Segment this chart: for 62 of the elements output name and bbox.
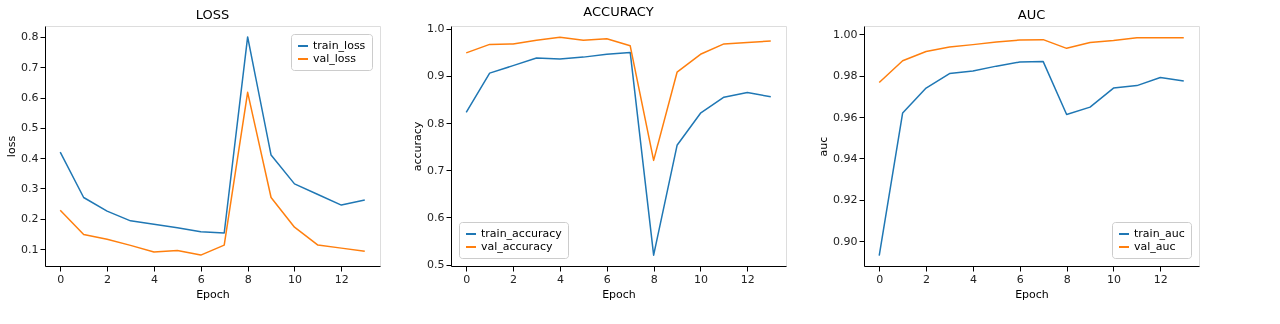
y-tick-label: 0.2 <box>21 212 39 226</box>
y-tick-label: 0.1 <box>21 242 39 256</box>
legend-label: val_auc <box>1134 240 1176 253</box>
x-tick-label: 0 <box>876 272 884 286</box>
x-tick-label: 0 <box>463 272 471 286</box>
x-tick-label: 6 <box>197 272 205 286</box>
legend-label: val_accuracy <box>481 240 553 253</box>
x-tick-label: 10 <box>1106 272 1121 286</box>
y-axis-title: loss <box>5 135 19 158</box>
x-tick-label: 2 <box>923 272 931 286</box>
chart-title: AUC <box>1017 7 1046 22</box>
x-tick-label: 12 <box>1153 272 1168 286</box>
legend-label: train_accuracy <box>481 227 563 240</box>
y-tick-label: 0.90 <box>833 234 858 248</box>
y-tick-label: 0.96 <box>833 110 858 124</box>
legend-label: train_auc <box>1134 227 1185 240</box>
y-tick-label: 0.5 <box>21 121 39 135</box>
legend-label: val_loss <box>313 52 357 65</box>
y-tick-label: 0.7 <box>427 163 445 177</box>
x-tick-label: 8 <box>244 272 252 286</box>
line-series <box>878 37 1185 84</box>
x-tick-label: 6 <box>603 272 611 286</box>
y-axis-title: auc <box>817 136 831 157</box>
x-axis-title: Epoch <box>1015 287 1049 301</box>
y-tick-label: 0.7 <box>21 60 39 74</box>
y-tick-label: 0.8 <box>427 116 445 130</box>
y-tick-label: 0.4 <box>21 151 39 165</box>
y-axis-title: accuracy <box>411 121 425 172</box>
x-tick-label: 0 <box>57 272 65 286</box>
x-axis-title: Epoch <box>196 287 230 301</box>
chart-title: LOSS <box>195 7 230 22</box>
x-tick-label: 2 <box>104 272 112 286</box>
chart-title: ACCURACY <box>583 3 654 19</box>
y-tick-label: 1.0 <box>427 22 445 36</box>
y-tick-label: 0.6 <box>427 210 445 224</box>
x-tick-label: 12 <box>740 272 755 286</box>
x-tick-label: 8 <box>650 272 658 286</box>
y-tick-label: 0.94 <box>833 151 858 165</box>
y-tick-label: 0.98 <box>833 69 858 83</box>
y-tick-label: 0.9 <box>427 69 445 83</box>
x-axis-title: Epoch <box>602 287 636 301</box>
x-tick-label: 12 <box>334 272 349 286</box>
line-series <box>878 60 1185 257</box>
line-series <box>59 91 366 256</box>
x-tick-label: 4 <box>150 272 158 286</box>
x-tick-label: 10 <box>287 272 302 286</box>
x-tick-label: 4 <box>556 272 564 286</box>
y-tick-label: 0.5 <box>427 258 445 272</box>
x-tick-label: 2 <box>510 272 518 286</box>
y-tick-label: 0.92 <box>833 193 858 207</box>
legend-label: train_loss <box>313 39 366 52</box>
x-tick-label: 4 <box>969 272 977 286</box>
y-tick-label: 0.6 <box>21 91 39 105</box>
x-tick-label: 6 <box>1016 272 1024 286</box>
line-series <box>59 36 366 234</box>
line-series <box>465 36 772 162</box>
line-series <box>465 51 772 256</box>
x-tick-label: 8 <box>1063 272 1071 286</box>
x-tick-label: 10 <box>693 272 708 286</box>
y-tick-label: 0.8 <box>21 30 39 44</box>
y-tick-label: 0.3 <box>21 181 39 195</box>
y-tick-label: 1.00 <box>833 27 858 41</box>
